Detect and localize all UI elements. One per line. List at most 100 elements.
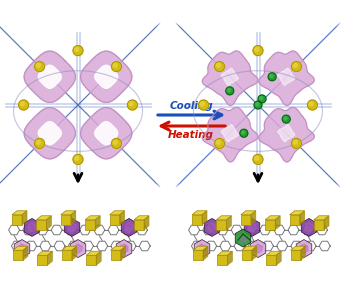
Polygon shape <box>276 251 281 265</box>
Polygon shape <box>74 244 82 253</box>
Polygon shape <box>51 225 62 235</box>
Polygon shape <box>202 51 258 106</box>
Polygon shape <box>314 216 329 220</box>
Circle shape <box>75 47 79 51</box>
Circle shape <box>111 61 121 71</box>
Polygon shape <box>23 246 28 260</box>
Polygon shape <box>252 246 257 260</box>
Polygon shape <box>110 215 120 225</box>
Polygon shape <box>94 65 118 88</box>
Polygon shape <box>202 211 207 225</box>
Polygon shape <box>61 215 71 225</box>
Polygon shape <box>80 51 132 102</box>
Polygon shape <box>12 241 22 251</box>
Polygon shape <box>111 241 122 251</box>
Polygon shape <box>110 211 125 215</box>
Polygon shape <box>217 251 232 255</box>
Polygon shape <box>47 216 51 230</box>
Polygon shape <box>62 250 72 260</box>
Polygon shape <box>208 223 216 232</box>
Polygon shape <box>265 216 280 220</box>
Circle shape <box>198 100 209 110</box>
Polygon shape <box>259 51 314 106</box>
Circle shape <box>226 87 234 95</box>
Circle shape <box>284 117 287 120</box>
Circle shape <box>73 154 83 164</box>
Polygon shape <box>47 251 52 265</box>
Text: Cooling: Cooling <box>169 101 213 111</box>
Polygon shape <box>198 244 206 253</box>
Polygon shape <box>86 255 96 265</box>
Polygon shape <box>216 216 231 220</box>
Polygon shape <box>301 218 317 236</box>
Circle shape <box>292 61 301 71</box>
Circle shape <box>254 101 262 109</box>
Circle shape <box>292 139 301 148</box>
Polygon shape <box>136 225 147 235</box>
Polygon shape <box>241 215 251 225</box>
Polygon shape <box>111 250 121 260</box>
Polygon shape <box>217 255 228 265</box>
Polygon shape <box>22 211 27 225</box>
Circle shape <box>215 61 225 71</box>
Polygon shape <box>116 240 132 258</box>
Polygon shape <box>64 218 80 236</box>
Polygon shape <box>24 51 76 102</box>
Polygon shape <box>68 241 79 251</box>
Circle shape <box>255 47 259 51</box>
Polygon shape <box>144 216 149 230</box>
Polygon shape <box>248 241 259 251</box>
Polygon shape <box>14 240 30 258</box>
Polygon shape <box>108 225 119 235</box>
Polygon shape <box>265 220 275 230</box>
Polygon shape <box>122 225 133 235</box>
Polygon shape <box>24 218 40 236</box>
Polygon shape <box>71 211 76 225</box>
Polygon shape <box>248 223 256 232</box>
Polygon shape <box>120 211 125 225</box>
Circle shape <box>35 61 44 71</box>
Polygon shape <box>54 241 65 251</box>
Polygon shape <box>36 216 51 220</box>
Polygon shape <box>95 216 100 230</box>
Polygon shape <box>26 241 37 251</box>
Polygon shape <box>65 225 76 235</box>
Polygon shape <box>260 225 271 235</box>
Polygon shape <box>23 225 34 235</box>
Polygon shape <box>125 241 136 251</box>
Polygon shape <box>242 246 257 250</box>
Polygon shape <box>37 251 52 255</box>
Polygon shape <box>68 223 76 232</box>
Polygon shape <box>300 244 308 253</box>
Polygon shape <box>83 241 93 251</box>
Polygon shape <box>121 218 137 236</box>
Polygon shape <box>316 225 327 235</box>
Polygon shape <box>192 211 207 215</box>
Polygon shape <box>139 241 150 251</box>
Polygon shape <box>37 225 48 235</box>
Polygon shape <box>244 218 260 236</box>
Polygon shape <box>125 223 133 232</box>
Polygon shape <box>241 211 256 215</box>
Polygon shape <box>220 241 231 251</box>
Circle shape <box>309 102 313 106</box>
Polygon shape <box>36 220 47 230</box>
Text: Heating: Heating <box>168 130 214 140</box>
Polygon shape <box>79 225 91 235</box>
Polygon shape <box>288 225 299 235</box>
Polygon shape <box>85 216 100 220</box>
Polygon shape <box>111 246 126 250</box>
Circle shape <box>307 100 317 110</box>
Polygon shape <box>290 246 306 250</box>
Polygon shape <box>296 240 312 258</box>
Circle shape <box>113 63 117 67</box>
Circle shape <box>73 46 83 56</box>
Polygon shape <box>221 68 238 85</box>
Circle shape <box>215 139 225 148</box>
Polygon shape <box>289 211 304 215</box>
Polygon shape <box>319 241 330 251</box>
Polygon shape <box>251 211 256 225</box>
Polygon shape <box>85 220 95 230</box>
Polygon shape <box>121 246 126 260</box>
Polygon shape <box>9 225 20 235</box>
